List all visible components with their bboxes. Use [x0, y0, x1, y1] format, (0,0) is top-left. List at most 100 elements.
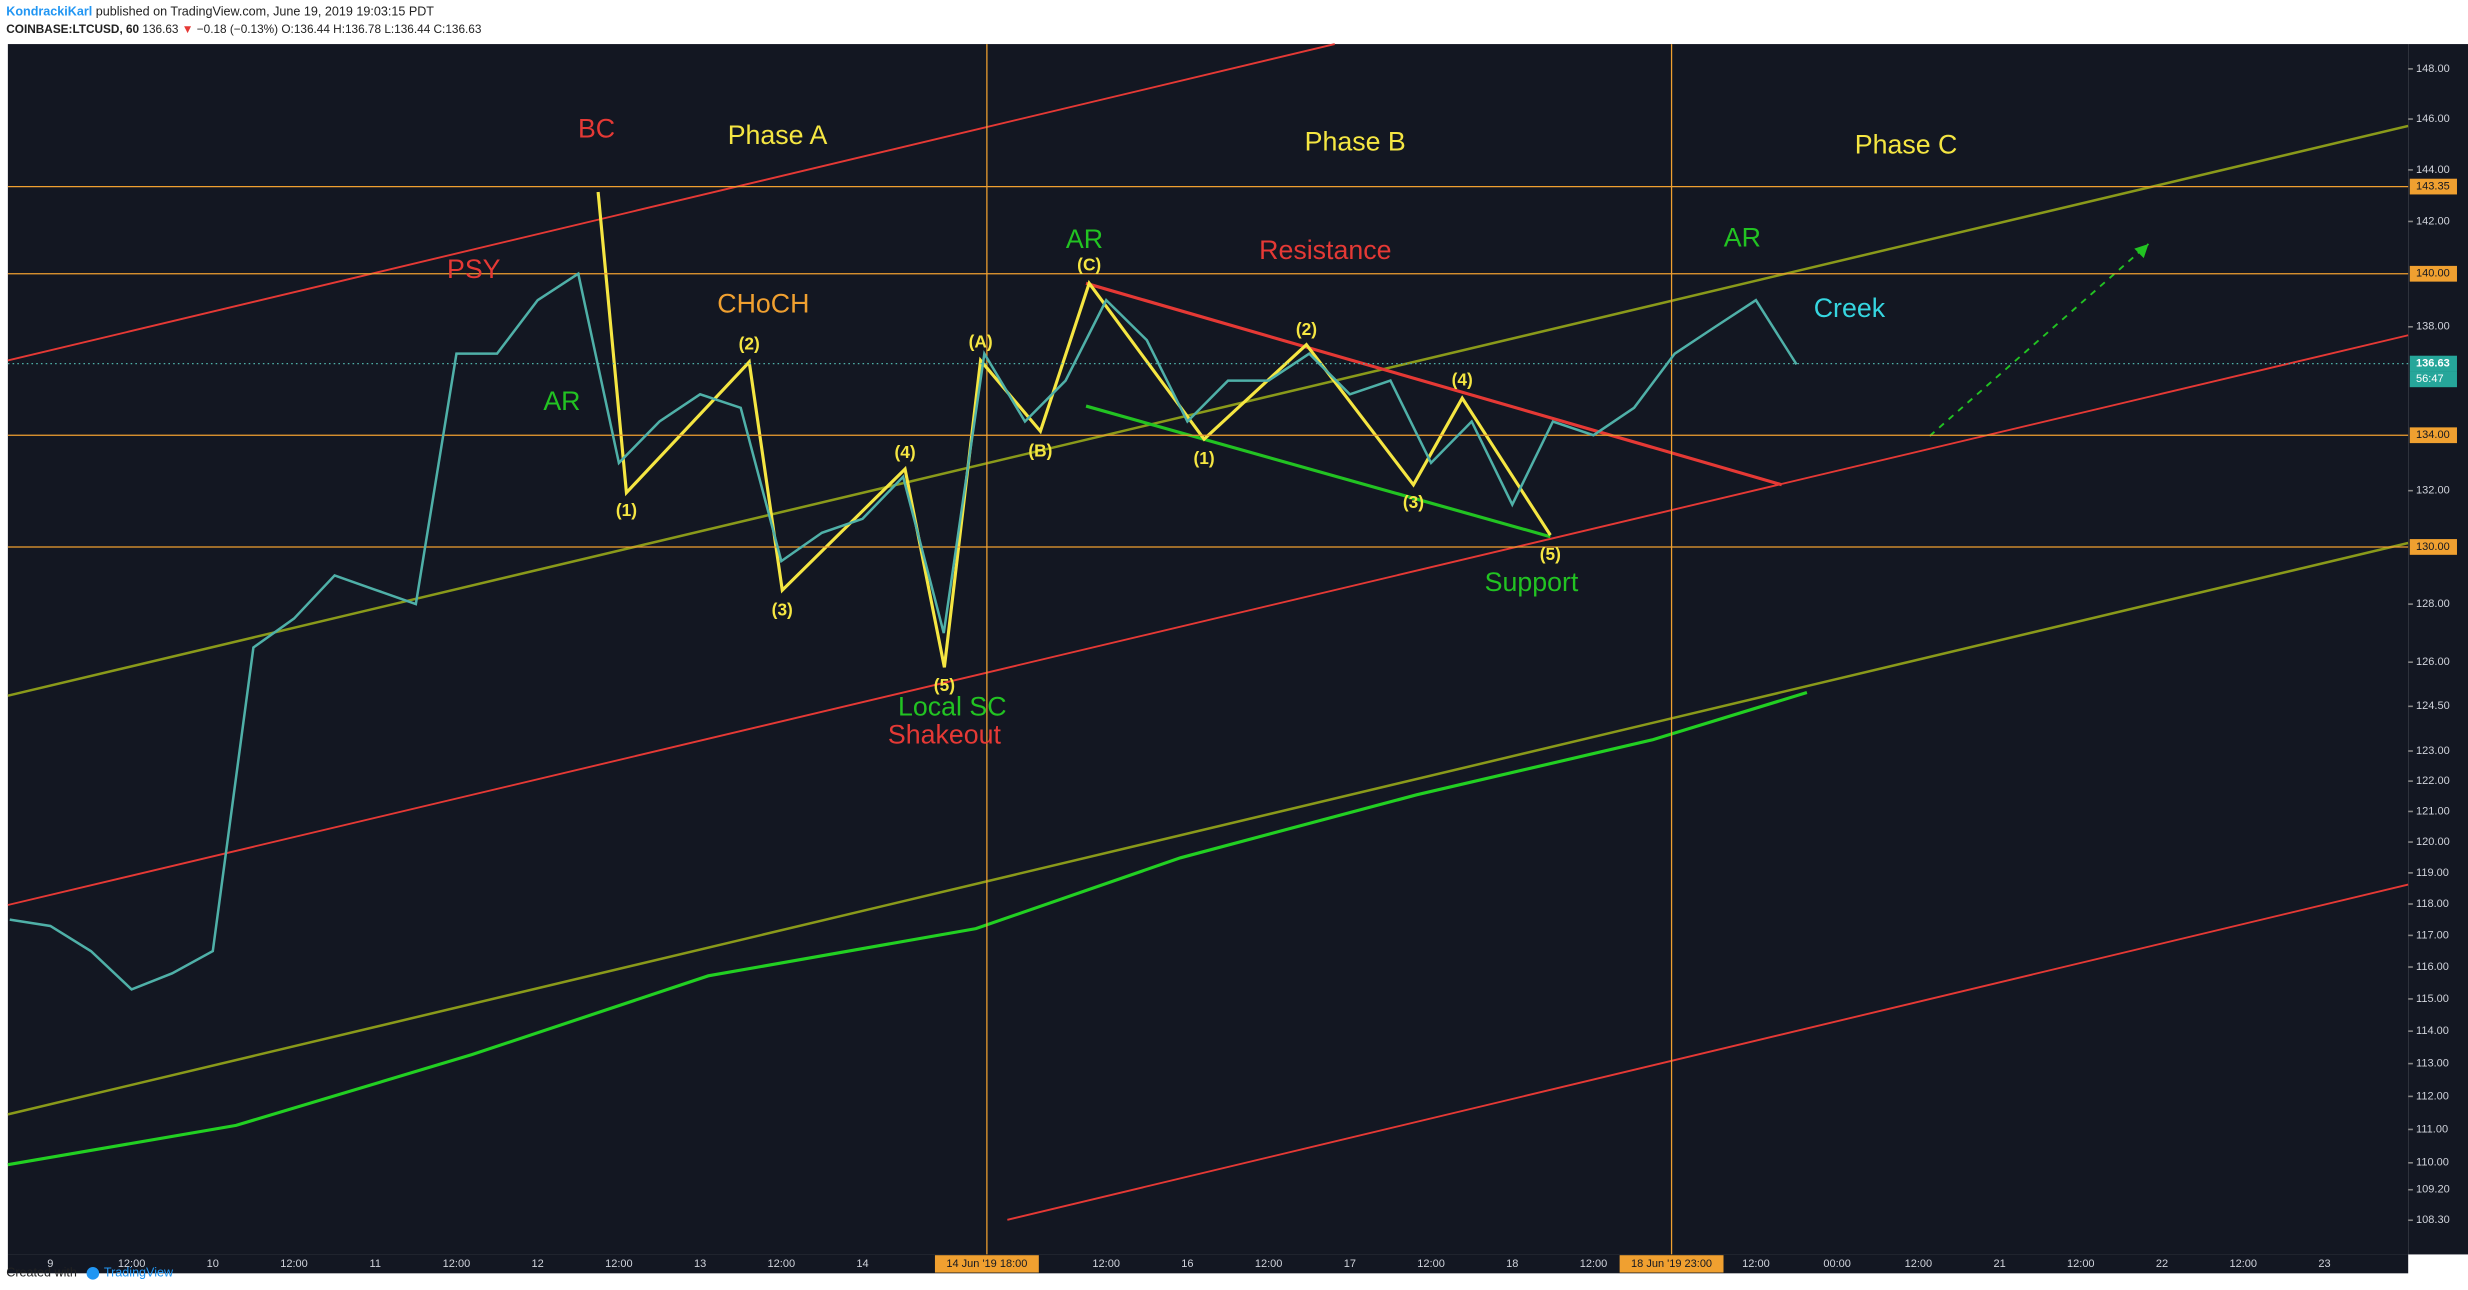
- y-tick-label: 128.00: [2416, 598, 2450, 610]
- y-tick-label: 148.00: [2416, 63, 2450, 75]
- ohlc: O:136.44 H:136.78 L:136.44 C:136.63: [281, 22, 481, 36]
- annotation: Creek: [1814, 293, 1886, 323]
- y-tick-label: 142.00: [2416, 215, 2450, 227]
- annotation: Shakeout: [888, 720, 1002, 750]
- annotation: Phase C: [1855, 129, 1958, 159]
- symbol: COINBASE:LTCUSD, 60: [6, 22, 139, 36]
- x-tick-label: 12:00: [1905, 1258, 1933, 1270]
- x-tick-label: 23: [2318, 1258, 2330, 1270]
- last-price: 136.63: [142, 22, 179, 36]
- annotation: AR: [1066, 224, 1103, 254]
- annotation: PSY: [447, 254, 501, 284]
- wave-label: (5): [1540, 544, 1561, 564]
- level-label-box: [2409, 265, 2457, 282]
- y-tick-label: 112.00: [2416, 1090, 2449, 1102]
- header-line: KondrackiKarl published on TradingView.c…: [6, 5, 434, 19]
- countdown-box: [2409, 371, 2457, 388]
- wave-label: (B): [1028, 440, 1052, 460]
- level-label: 134.00: [2416, 429, 2450, 441]
- level-label: 143.35: [2416, 180, 2450, 192]
- y-tick-label: 126.00: [2416, 656, 2450, 668]
- price-axis: [2408, 44, 2468, 1255]
- x-tick-label: 13: [694, 1258, 706, 1270]
- y-tick-label: 111.00: [2416, 1123, 2448, 1135]
- y-tick-label: 110.00: [2416, 1157, 2449, 1169]
- projection-arrow: [1929, 243, 2150, 437]
- x-tick-label: 18: [1506, 1258, 1518, 1270]
- y-tick-label: 121.00: [2416, 805, 2450, 817]
- symbol-line: COINBASE:LTCUSD, 60 136.63 ▼ −0.18 (−0.1…: [6, 22, 482, 36]
- channel-line: [7, 334, 2409, 906]
- annotation: BC: [578, 114, 615, 144]
- y-tick-label: 132.00: [2416, 485, 2450, 497]
- level-label-box: [2409, 427, 2457, 444]
- x-tick-label: 12:00: [2229, 1258, 2257, 1270]
- x-tick-label: 10: [207, 1258, 219, 1270]
- x-tick-label: 12:00: [1417, 1258, 1445, 1270]
- author[interactable]: KondrackiKarl: [6, 5, 92, 19]
- wave-label: (3): [1403, 492, 1424, 512]
- wave-label: (1): [616, 500, 637, 520]
- x-tick-label: 12: [532, 1258, 544, 1270]
- wave-label: (A): [969, 332, 993, 352]
- time-marker-box: [934, 1255, 1039, 1273]
- price-label-box: [2409, 355, 2457, 372]
- arrow-head: [2134, 243, 2149, 259]
- wave-label: (4): [894, 442, 915, 462]
- wave-label: (C): [1077, 255, 1101, 275]
- wave-label: (2): [739, 333, 760, 353]
- annotation: Support: [1485, 567, 1579, 597]
- level-label-box: [2409, 178, 2457, 195]
- wave-label: (2): [1296, 319, 1317, 339]
- annotation: Phase A: [728, 120, 828, 150]
- y-tick-label: 122.00: [2416, 775, 2450, 787]
- y-tick-label: 115.00: [2416, 993, 2449, 1005]
- y-tick-label: 116.00: [2416, 961, 2449, 973]
- x-tick-label: 21: [1993, 1258, 2005, 1270]
- time-marker-label: 14 Jun '19 18:00: [946, 1258, 1027, 1270]
- x-tick-label: 00:00: [1823, 1258, 1851, 1270]
- channel-line: [1007, 883, 2409, 1221]
- support-line: [1085, 404, 1551, 539]
- y-tick-label: 138.00: [2416, 321, 2450, 333]
- drawings: [7, 43, 2409, 1255]
- x-tick-label: 12:00: [605, 1258, 633, 1270]
- change-arrow: ▼: [182, 22, 194, 36]
- y-tick-label: 124.50: [2416, 700, 2450, 712]
- y-tick-label: 119.00: [2416, 867, 2449, 879]
- time-marker-label: 18 Jun '19 23:00: [1631, 1258, 1712, 1270]
- y-tick-label: 108.30: [2416, 1214, 2450, 1226]
- price-label: 136.63: [2416, 357, 2450, 369]
- annotation: CHoCH: [717, 288, 809, 318]
- footer-created: Created with: [6, 1266, 77, 1280]
- footer-brand[interactable]: TradingView: [104, 1266, 174, 1280]
- wave-label: (5): [934, 675, 955, 695]
- annotation: Resistance: [1259, 235, 1391, 265]
- x-tick-label: 22: [2156, 1258, 2168, 1270]
- x-tick-label: 9: [47, 1258, 53, 1270]
- y-tick-label: 114.00: [2416, 1025, 2449, 1037]
- annotation: AR: [1724, 222, 1761, 252]
- change: −0.18 (−0.13%): [197, 22, 278, 36]
- x-tick-label: 12:00: [1092, 1258, 1120, 1270]
- chart-content: 148.00 146.00 144.00 142.00 138.00 132.00 128.…: [7, 63, 2457, 1273]
- y-tick-label: 117.00: [2416, 929, 2449, 941]
- long-moving-average: [7, 691, 1808, 1167]
- brand-logo: [86, 1267, 100, 1280]
- annotation: AR: [543, 386, 580, 416]
- x-tick-label: 17: [1344, 1258, 1356, 1270]
- y-tick-label: 146.00: [2416, 113, 2450, 125]
- time-marker-box: [1619, 1255, 1724, 1273]
- x-tick-label: 12:00: [280, 1258, 308, 1270]
- wave-label: (1): [1194, 448, 1215, 468]
- x-tick-label: 12:00: [1580, 1258, 1608, 1270]
- x-tick-label: 12:00: [768, 1258, 796, 1270]
- annotation: Local SC: [898, 691, 1007, 721]
- x-tick-label: 12:00: [1742, 1258, 1770, 1270]
- y-tick-label: 123.00: [2416, 745, 2450, 757]
- plot-area: [7, 44, 2409, 1255]
- x-tick-label: 12:00: [2067, 1258, 2095, 1270]
- y-tick-label: 120.00: [2416, 836, 2450, 848]
